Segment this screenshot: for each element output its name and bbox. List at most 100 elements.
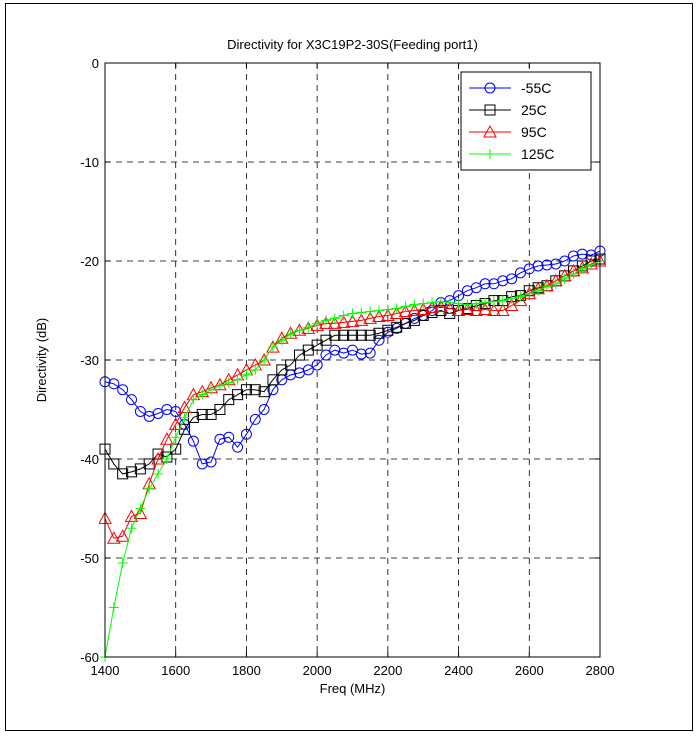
legend-marker: [485, 149, 495, 159]
data-point: [444, 297, 455, 308]
data-point: [117, 557, 128, 568]
data-point: [418, 298, 429, 309]
data-point: [117, 384, 129, 396]
data-point: [381, 308, 395, 321]
data-point: [453, 298, 464, 309]
legend: -55C 25C 95C 125C: [460, 71, 592, 171]
series-95C: [99, 253, 606, 544]
data-point: [126, 523, 137, 534]
data-point: [577, 263, 588, 274]
legend-label: 25C: [521, 102, 547, 118]
data-point: [364, 347, 376, 359]
data-point: [559, 273, 570, 284]
data-point: [206, 384, 217, 395]
data-point: [435, 296, 446, 307]
data-point: [240, 384, 252, 396]
data-point: [232, 374, 243, 385]
data-point: [197, 389, 208, 400]
data-point: [124, 509, 139, 522]
data-point: [559, 255, 571, 267]
data-point: [258, 386, 270, 398]
data-point: [187, 435, 199, 447]
data-point: [161, 454, 172, 464]
data-point: [409, 299, 420, 310]
x-tick-label: 1600: [161, 663, 190, 678]
data-point: [363, 311, 378, 324]
data-point: [250, 364, 261, 375]
data-point: [513, 293, 528, 307]
series-line: [104, 250, 601, 465]
x-tick-label: 1800: [232, 663, 261, 678]
legend-label: 95C: [521, 124, 547, 140]
data-point: [524, 288, 535, 299]
directivity-chart: 1400 1600 1800 2000 2200 2400 2600 2800 0 -10 -20 -…: [34, 37, 615, 696]
series-line: [104, 260, 601, 539]
data-point: [258, 404, 270, 415]
data-point: [320, 315, 331, 326]
data-point: [355, 329, 367, 341]
data-point: [152, 407, 164, 419]
data-point: [400, 301, 411, 312]
data-point: [312, 318, 323, 329]
data-point: [382, 304, 393, 315]
data-point: [514, 267, 526, 279]
legend-item: 125C: [469, 146, 554, 162]
data-point: [347, 308, 358, 319]
data-point: [285, 329, 296, 340]
data-point: [355, 348, 367, 360]
data-point: [506, 293, 517, 304]
data-point: [364, 329, 376, 341]
data-point: [567, 250, 579, 262]
data-point: [550, 278, 561, 289]
y-tick-label: -60: [80, 650, 99, 665]
data-point: [170, 405, 182, 417]
data-point: [347, 344, 358, 356]
x-tick-label: 2800: [586, 663, 615, 678]
data-point: [168, 417, 183, 430]
data-point: [541, 281, 552, 292]
data-point: [153, 468, 164, 479]
data-point: [374, 305, 385, 316]
data-point: [373, 327, 385, 339]
data-point: [391, 303, 402, 314]
data-point: [302, 364, 314, 376]
data-point: [223, 377, 234, 388]
x-tick-label: 1400: [91, 663, 120, 678]
data-point: [506, 273, 518, 285]
x-tick-label: 2000: [303, 663, 332, 678]
data-point: [108, 602, 119, 613]
x-tick-label: 2600: [515, 663, 544, 678]
data-point: [267, 342, 278, 353]
data-point: [400, 317, 412, 329]
data-point: [478, 302, 492, 316]
data-point: [161, 404, 173, 415]
data-point: [479, 278, 491, 290]
data-point: [372, 309, 386, 322]
data-point: [488, 296, 499, 307]
data-point: [497, 295, 508, 306]
data-point: [214, 404, 226, 415]
data-point: [223, 431, 235, 443]
data-point: [389, 306, 404, 319]
legend-marker: [484, 104, 496, 116]
y-axis-label: Directivity (dB): [34, 318, 49, 403]
data-point: [345, 314, 360, 327]
data-point: [434, 299, 448, 313]
data-point: [568, 268, 579, 279]
data-point: [179, 412, 190, 423]
data-point: [541, 259, 553, 271]
data-point: [311, 359, 323, 371]
y-tick-label: 0: [92, 56, 99, 71]
chart-title: Directivity for X3C19P2-30S(Feeding port…: [227, 37, 478, 52]
legend-label: 125C: [521, 146, 554, 162]
series-layer: [99, 245, 606, 662]
data-point: [354, 313, 369, 326]
data-point: [515, 291, 526, 302]
data-point: [205, 456, 217, 468]
data-point: [106, 531, 121, 544]
legend-marker: [484, 82, 496, 94]
data-point: [214, 380, 225, 391]
data-point: [336, 315, 351, 328]
y-tick-label: -40: [80, 452, 99, 467]
data-point: [160, 432, 174, 445]
